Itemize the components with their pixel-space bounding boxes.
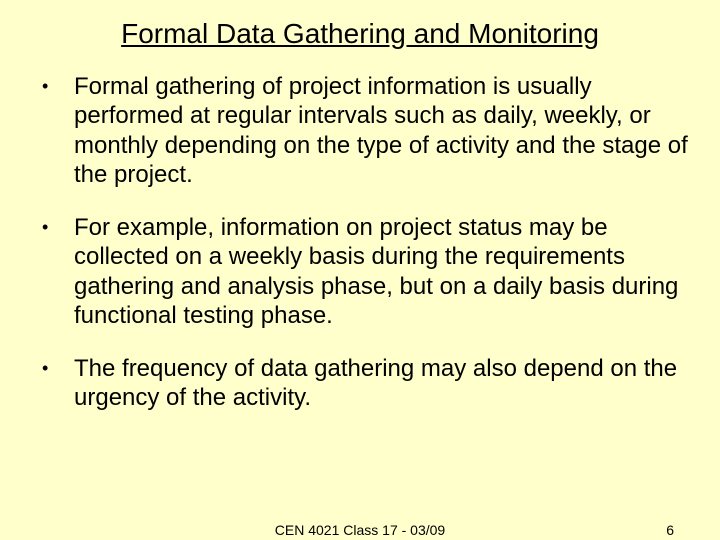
list-item: • The frequency of data gathering may al… (40, 354, 690, 413)
bullet-text: For example, information on project stat… (74, 213, 690, 330)
bullet-text: Formal gathering of project information … (74, 72, 690, 189)
list-item: • Formal gathering of project informatio… (40, 72, 690, 189)
bullet-list: • Formal gathering of project informatio… (30, 72, 690, 413)
bullet-marker: • (40, 213, 74, 241)
list-item: • For example, information on project st… (40, 213, 690, 330)
bullet-marker: • (40, 72, 74, 100)
bullet-text: The frequency of data gathering may also… (74, 354, 690, 413)
slide-title: Formal Data Gathering and Monitoring (30, 18, 690, 50)
footer-class-info: CEN 4021 Class 17 - 03/09 (0, 522, 720, 538)
footer-page-number: 6 (666, 522, 674, 538)
bullet-marker: • (40, 354, 74, 382)
